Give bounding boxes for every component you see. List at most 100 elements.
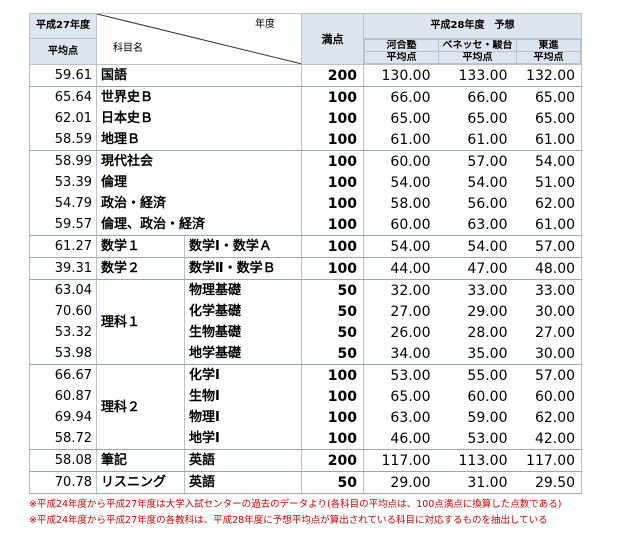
- provider-benesse-sundai: ベネッセ・駿台: [438, 39, 517, 52]
- value-cell: 53.00: [363, 364, 437, 386]
- value-cell: 33.00: [513, 279, 583, 301]
- table-row: 61.27 数学１ 数学Ⅰ・数学Ａ 100 54.00 54.00 57.00: [29, 235, 583, 258]
- value-cell: 46.00: [363, 428, 437, 450]
- table-row: 39.31 数学２ 数学Ⅱ・数学Ｂ 100 44.00 47.00 48.00: [29, 257, 583, 280]
- prev-avg-cell: 39.31: [29, 257, 97, 280]
- value-cell: 54.00: [390, 174, 431, 191]
- table-row: 58.59 地理Ｂ 100 61.00 61.00 61.00: [29, 129, 583, 151]
- sub-subject-cell: 生物Ⅰ: [184, 386, 302, 407]
- prev-avg-cell: 62.01: [29, 108, 97, 129]
- subject-group-cell: 理科１: [96, 279, 185, 365]
- full-score-cell: 100: [301, 150, 364, 172]
- provider-avg-label: 平均点: [515, 51, 581, 64]
- value-cell: 54.00: [436, 235, 514, 258]
- prev-avg-cell: 70.60: [29, 301, 97, 322]
- table-row: 66.67 理科２ 化学Ⅰ 100 53.00 55.00 57.00: [29, 364, 583, 450]
- full-score-cell: 200: [301, 449, 364, 472]
- sub-subject-cell: 地学Ⅰ: [184, 428, 302, 450]
- sub-subject-cell: 数学Ⅱ・数学Ｂ: [184, 257, 302, 280]
- subject-cell: 数学２: [96, 257, 185, 280]
- prev-avg-cell: 58.99: [29, 150, 97, 172]
- full-score-cell: 50: [301, 279, 364, 301]
- value-cell: 26.00: [390, 324, 431, 341]
- prev-avg-cell: 70.78: [29, 471, 97, 494]
- value-cell: 62.00: [513, 407, 583, 428]
- value-cell: 66.00: [436, 86, 514, 108]
- prev-avg-cell: 59.57: [29, 214, 97, 236]
- value-cell: 63.00: [436, 214, 514, 236]
- year-label: 年度: [255, 19, 275, 30]
- subject-cell: 世界史Ｂ: [96, 86, 302, 108]
- value-cell: 133.00: [436, 64, 514, 87]
- value-cell: 55.00: [436, 364, 514, 386]
- value-cell: 53.00: [436, 428, 514, 450]
- value-cell: 35.00: [436, 343, 514, 365]
- table-row: 59.57 倫理、政治・経済 100 60.00 63.00 61.00: [29, 214, 583, 236]
- value-cell: 30.00: [513, 343, 583, 365]
- table-row: 65.64 世界史Ｂ 100 66.00 66.00 65.00: [29, 86, 583, 108]
- value-cell: 42.00: [513, 428, 583, 450]
- subject-cell: 倫理: [101, 175, 128, 190]
- diagonal-line: [97, 14, 301, 64]
- value-cell: 117.00: [363, 449, 437, 472]
- prev-avg-cell: 58.08: [29, 449, 97, 472]
- provider-header-group: 河合塾 ベネッセ・駿台 東進 平均点 平均点 平均点: [362, 38, 583, 65]
- value-cell: 54.00: [467, 174, 508, 191]
- subject-cell: 数学１: [96, 235, 185, 258]
- value-cell: 28.00: [467, 324, 508, 341]
- sub-subject-cell: 英語: [184, 449, 302, 472]
- value-cell: 48.00: [513, 257, 583, 280]
- value-cell: 29.50: [513, 471, 583, 494]
- value-cell: 61.00: [513, 129, 583, 151]
- full-score-header: 満点: [301, 13, 364, 65]
- value-cell: 54.00: [363, 235, 437, 258]
- value-cell: 58.00: [390, 195, 431, 212]
- prev-year-header: 平成27年度: [29, 13, 97, 39]
- footnote: ※平成24年度から平成27年度の各教科は、平成28年度に予想平均点が算出されてい…: [29, 515, 548, 526]
- subject-cell: 地理Ｂ: [96, 129, 302, 151]
- value-cell: 130.00: [363, 64, 437, 87]
- prev-avg-cell: 66.67: [29, 364, 97, 386]
- value-cell: 51.00: [513, 172, 583, 193]
- full-score-cell: 100: [301, 214, 364, 236]
- subject-cell: 筆記: [96, 449, 185, 472]
- prev-avg-cell: 69.94: [29, 407, 97, 428]
- sub-subject-cell: 化学Ⅰ: [184, 364, 302, 386]
- table-row: 63.04 理科１ 物理基礎 50 32.00 33.00 33.00: [29, 279, 583, 365]
- value-cell: 63.00: [390, 409, 431, 426]
- value-cell: 44.00: [363, 257, 437, 280]
- value-cell: 60.00: [467, 388, 508, 405]
- subject-cell: 政治・経済: [101, 196, 167, 211]
- full-score-cell: 100: [301, 172, 364, 193]
- table-row: 62.01 日本史Ｂ 100 65.00 65.00 65.00: [29, 108, 583, 129]
- value-cell: 113.00: [436, 449, 514, 472]
- value-cell: 65.00: [513, 86, 583, 108]
- full-score-cell: 100: [301, 86, 364, 108]
- prev-avg-cell: 58.59: [29, 129, 97, 151]
- value-cell: 65.00: [390, 110, 431, 127]
- sub-subject-cell: 物理基礎: [184, 279, 302, 301]
- prev-avg-cell: 61.27: [29, 235, 97, 258]
- table-row: 60.87 生物Ⅰ 100 65.00 60.00 60.00: [29, 386, 583, 407]
- prev-avg-cell: 60.87: [29, 386, 97, 407]
- subject-group-cell: 理科２: [96, 364, 185, 450]
- table-row: 58.72 地学Ⅰ 100 46.00 53.00 42.00: [29, 428, 583, 450]
- value-cell: 57.00: [513, 235, 583, 258]
- value-cell: 65.00: [467, 110, 508, 127]
- prev-avg-cell: 53.32: [29, 322, 97, 343]
- subject-name-label: 科目名: [113, 43, 143, 54]
- provider-toshin: 東進: [515, 39, 581, 52]
- full-score-cell: 100: [301, 386, 364, 407]
- value-cell: 29.00: [363, 471, 437, 494]
- score-table: 平成27年度 年度 科目名 満点 平成28年度 予想 平均点 河合塾: [29, 13, 583, 494]
- table-row: 53.32 生物基礎 50 26.00 28.00 27.00: [29, 322, 583, 343]
- full-score-cell: 50: [301, 301, 364, 322]
- sub-subject-cell: 生物基礎: [184, 322, 302, 343]
- value-cell: 34.00: [363, 343, 437, 365]
- subject-cell: 日本史Ｂ: [101, 111, 154, 126]
- full-score-cell: 200: [301, 64, 364, 87]
- sub-subject-cell: 英語: [184, 471, 302, 494]
- provider-avg-label: 平均点: [438, 51, 517, 64]
- prev-avg-cell: 65.64: [29, 86, 97, 108]
- prev-avg-cell: 53.39: [29, 172, 97, 193]
